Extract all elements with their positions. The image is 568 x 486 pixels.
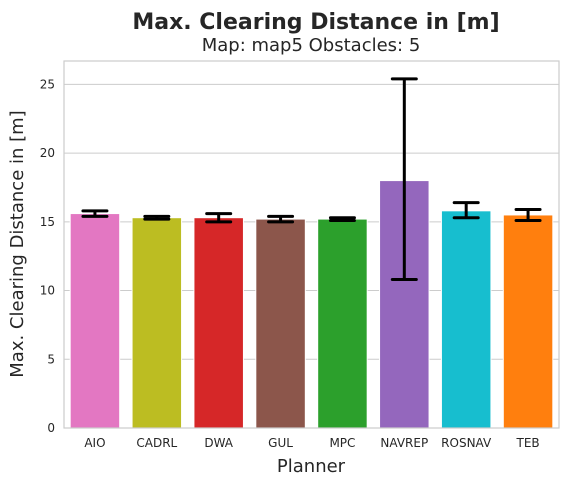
error-bar-teb [514,207,542,222]
bar-gul [255,218,306,429]
bar-cadrl [131,217,183,429]
error-bar-cadrl [143,214,171,221]
y-tick-label: 20 [40,146,55,160]
bar-rosnav [440,210,492,429]
x-tick-label: AIO [84,436,105,450]
y-tick-label: 15 [40,215,55,229]
plot-border [63,60,560,429]
x-tick-label: MPC [329,436,355,450]
y-tick-labels: 0 5 10 15 20 25 [40,77,55,435]
x-tick-label: NAVREP [380,436,428,450]
y-tick-label: 0 [47,421,55,435]
error-bar-gul [267,214,295,224]
bar-mpc [317,218,368,429]
y-tick-label: 5 [47,352,55,366]
error-bars [81,77,542,282]
chart-subtitle: Map: map5 Obstacles: 5 [202,35,421,56]
x-axis-label: Planner [277,456,346,477]
x-tick-label: DWA [204,436,233,450]
y-tick-label: 25 [40,77,55,91]
x-tick-label: GUL [268,436,293,450]
error-bar-rosnav [452,201,480,220]
bars [69,180,554,429]
error-bar-mpc [328,216,356,222]
bar-dwa [193,217,244,429]
error-bar-aio [81,209,109,218]
error-bar-navrep [390,77,418,282]
x-tick-label: TEB [515,436,539,450]
y-tick-label: 10 [40,284,55,298]
bar-aio [69,213,121,429]
axes-frame [63,60,560,429]
x-tick-labels: AIO CADRL DWA GUL MPC NAVREP ROSNAV TEB [84,436,539,450]
y-axis-label: Max. Clearing Distance in [m] [7,110,28,377]
bar-teb [502,214,554,429]
x-tick-label: ROSNAV [441,436,492,450]
error-bar-dwa [205,212,233,224]
x-tick-label: CADRL [136,436,177,450]
chart-title: Max. Clearing Distance in [m] [132,10,499,35]
